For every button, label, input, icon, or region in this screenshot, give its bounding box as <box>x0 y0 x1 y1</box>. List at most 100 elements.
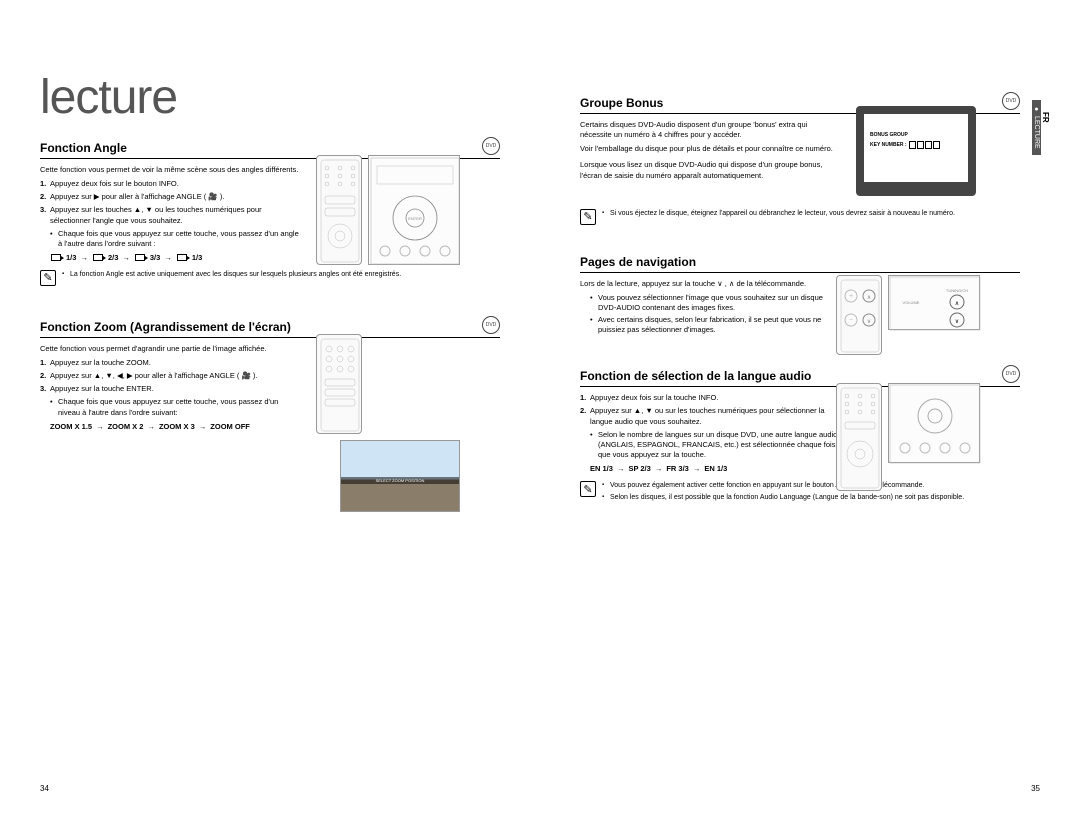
svg-text:∨: ∨ <box>867 319 871 325</box>
svg-text:−: − <box>849 317 853 324</box>
bullet-1: Vous pouvez sélectionner l'image que vou… <box>590 293 840 313</box>
note-list: Vous pouvez également activer cette fonc… <box>602 481 1020 505</box>
arrow-icon: → <box>693 464 701 473</box>
section-title-row: Fonction Zoom (Agrandissement de l'écran… <box>40 316 500 338</box>
volume-label: VOLUME <box>903 300 920 305</box>
section-audio-language: Fonction de sélection de la langue audio… <box>580 365 1020 505</box>
step-2: Appuyez sur ▶ pour aller à l'affichage A… <box>40 192 300 202</box>
svg-text:+: + <box>849 293 853 300</box>
chapter-title: lecture <box>40 70 500 125</box>
page-right: FR ● LECTURE Groupe Bonus DVD Certains d… <box>540 0 1080 817</box>
lang-label: FR <box>1041 100 1050 135</box>
arrow-icon: → <box>655 464 663 473</box>
remote-illustration <box>316 334 362 434</box>
camera-icon <box>177 254 187 261</box>
note-box: ✎ Vous pouvez également activer cette fo… <box>580 481 1020 505</box>
note-icon: ✎ <box>580 209 596 225</box>
svg-text:∧: ∧ <box>955 301 959 307</box>
note-box: ✎ La fonction Angle est active uniquemen… <box>40 270 500 286</box>
note-text: La fonction Angle est active uniquement … <box>62 270 500 279</box>
section-title: Fonction de sélection de la langue audio <box>580 369 811 383</box>
intro-text: Lors de la lecture, appuyez sur la touch… <box>580 279 840 289</box>
device-panel-illustration <box>888 383 980 463</box>
digit-box <box>933 141 940 149</box>
intro-text: Certains disques DVD-Audio disposent d'u… <box>580 120 840 140</box>
step-3: Appuyez sur les touches ▲, ▼ ou les touc… <box>40 205 300 225</box>
note-box: ✎ Si vous éjectez le disque, éteignez l'… <box>580 209 1020 225</box>
section-navigation: Pages de navigation Lors de la lecture, … <box>580 255 1020 336</box>
device-panel-illustration: VOLUME TUNING/CH ∧ ∨ <box>888 275 980 330</box>
disc-dvd-icon: DVD <box>482 137 500 155</box>
intro-text: Cette fonction vous permet d'agrandir un… <box>40 344 300 354</box>
bullet-icon: ● <box>1033 106 1040 113</box>
remote-svg-icon: + − ∧ ∨ <box>837 276 883 356</box>
camera-icon <box>51 254 61 261</box>
section-tab-label: LECTURE <box>1033 116 1040 149</box>
digit-box <box>917 141 924 149</box>
note-list: La fonction Angle est active uniquement … <box>62 270 500 282</box>
bullet-1: Chaque fois que vous appuyez sur cette t… <box>50 229 300 249</box>
remote-illustration <box>316 155 362 265</box>
bullet-list: Selon le nombre de langues sur un disque… <box>590 430 840 460</box>
svg-text:ENTER: ENTER <box>408 216 422 221</box>
bullet-list: Vous pouvez sélectionner l'image que vou… <box>590 293 840 336</box>
camera-icon <box>135 254 145 261</box>
bullet-2: Avec certains disques, selon leur fabric… <box>590 315 840 335</box>
screenshot-caption: SELECT ZOOM POSITION <box>341 477 459 484</box>
remote-illustration: + − ∧ ∨ <box>836 275 882 355</box>
arrow-icon: → <box>122 253 130 262</box>
bullet-list: Chaque fois que vous appuyez sur cette t… <box>50 229 300 249</box>
zoom-screenshot: SELECT ZOOM POSITION <box>340 440 460 512</box>
svg-text:∨: ∨ <box>955 319 959 325</box>
step-2: Appuyez sur ▲, ▼ ou sur les touches numé… <box>580 406 840 426</box>
section-zoom: Fonction Zoom (Agrandissement de l'écran… <box>40 316 500 431</box>
note-list: Si vous éjectez le disque, éteignez l'ap… <box>602 209 1020 221</box>
zoom-sequence: ZOOM X 1.5→ ZOOM X 2→ ZOOM X 3→ ZOOM OFF <box>50 422 500 431</box>
device-svg-icon: ENTER <box>369 156 461 266</box>
remote-svg-icon <box>317 335 363 435</box>
step-2: Appuyez sur ▲, ▼, ◀, ▶ pour aller à l'af… <box>40 371 300 381</box>
disc-dvd-audio-icon: DVD <box>1002 92 1020 110</box>
tv-line1: BONUS GROUP <box>870 132 962 138</box>
section-title: Groupe Bonus <box>580 96 663 110</box>
section-bonus: Groupe Bonus DVD Certains disques DVD-Au… <box>580 92 1020 225</box>
step-1: Appuyez deux fois sur le bouton INFO. <box>40 179 300 189</box>
side-tab: FR ● LECTURE <box>1036 100 1050 155</box>
bullet-list: Chaque fois que vous appuyez sur cette t… <box>50 397 300 417</box>
disc-dvd-icon: DVD <box>482 316 500 334</box>
section-angle: Fonction Angle DVD Cette fonction vous p… <box>40 137 500 286</box>
camera-icon <box>93 254 103 261</box>
section-title: Pages de navigation <box>580 255 1020 273</box>
note-icon: ✎ <box>580 481 596 497</box>
step-1: Appuyez deux fois sur la touche INFO. <box>580 393 840 403</box>
page-number: 34 <box>40 784 49 793</box>
step-3: Appuyez sur la touche ENTER. <box>40 384 300 394</box>
section-title: Fonction Zoom (Agrandissement de l'écran… <box>40 320 291 334</box>
intro-text: Cette fonction vous permet de voir la mê… <box>40 165 300 175</box>
bullet-1: Selon le nombre de langues sur un disque… <box>590 430 840 460</box>
intro-text-3: Lorsque vous lisez un disque DVD-Audio q… <box>580 160 840 180</box>
disc-dvd-icon: DVD <box>1002 365 1020 383</box>
note-icon: ✎ <box>40 270 56 286</box>
tv-line2: KEY NUMBER : <box>870 142 907 148</box>
tv-line2-row: KEY NUMBER : <box>870 141 962 149</box>
remote-svg-icon <box>317 156 363 266</box>
key-digits <box>909 141 940 149</box>
tuning-label: TUNING/CH <box>946 288 968 293</box>
device-svg-icon: VOLUME TUNING/CH ∧ ∨ <box>889 276 981 331</box>
arrow-icon: → <box>80 253 88 262</box>
arrow-icon: → <box>617 464 625 473</box>
svg-text:∧: ∧ <box>867 295 871 301</box>
arrow-icon: → <box>164 253 172 262</box>
section-title: Fonction Angle <box>40 141 127 155</box>
audio-sequence: EN 1/3→ SP 2/3→ FR 3/3→ EN 1/3 <box>590 464 1020 473</box>
note-text-2: Selon les disques, il est possible que l… <box>602 493 1020 502</box>
steps-list: Appuyez sur la touche ZOOM. Appuyez sur … <box>40 358 300 394</box>
steps-list: Appuyez deux fois sur la touche INFO. Ap… <box>580 393 840 426</box>
page-left: lecture Fonction Angle DVD Cette fonctio… <box>0 0 540 817</box>
bullet-1: Chaque fois que vous appuyez sur cette t… <box>50 397 300 417</box>
remote-illustration <box>836 383 882 491</box>
device-svg-icon <box>889 384 981 464</box>
digit-box <box>925 141 932 149</box>
arrow-icon: → <box>96 422 104 431</box>
